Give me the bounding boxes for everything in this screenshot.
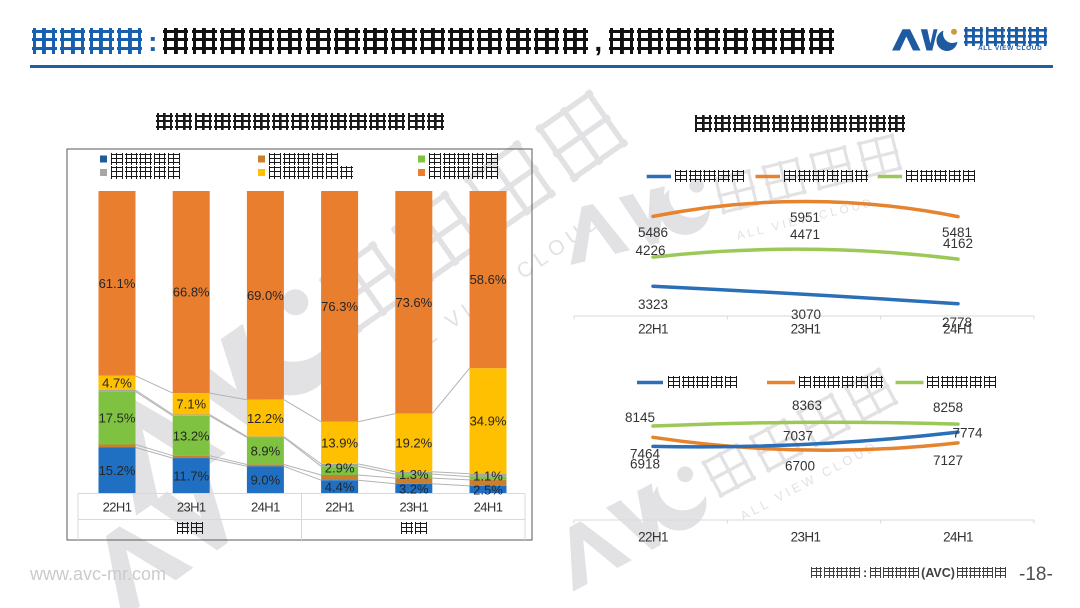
svg-text:6918: 6918 [630, 457, 660, 472]
svg-text:6700: 6700 [785, 459, 815, 474]
svg-text:8145: 8145 [625, 410, 655, 425]
svg-text:66.8%: 66.8% [173, 285, 210, 300]
svg-text:69.0%: 69.0% [247, 288, 284, 303]
svg-text:22H1: 22H1 [325, 500, 354, 515]
svg-text:www.avc-mr.com: www.avc-mr.com [29, 564, 166, 584]
svg-text:15.2%: 15.2% [99, 463, 136, 478]
svg-text:8.9%: 8.9% [251, 444, 281, 459]
svg-text:3.2%: 3.2% [399, 481, 429, 496]
svg-text:1.3%: 1.3% [399, 467, 429, 482]
svg-text:4471: 4471 [790, 227, 820, 242]
svg-text:3070: 3070 [791, 307, 821, 322]
svg-text:24H1: 24H1 [943, 530, 973, 545]
svg-text:24H1: 24H1 [251, 500, 280, 515]
svg-text:61.1%: 61.1% [99, 276, 136, 291]
svg-text:23H1: 23H1 [399, 500, 428, 515]
svg-text:8258: 8258 [933, 400, 963, 415]
svg-text:58.6%: 58.6% [470, 272, 507, 287]
svg-text:17.5%: 17.5% [99, 411, 136, 426]
svg-text:34.9%: 34.9% [470, 414, 507, 429]
svg-text:7037: 7037 [783, 429, 813, 444]
svg-text:1.1%: 1.1% [473, 469, 503, 484]
svg-text:23H1: 23H1 [177, 500, 206, 515]
svg-text:12.2%: 12.2% [247, 411, 284, 426]
svg-text:23H1: 23H1 [791, 530, 821, 545]
svg-text:11.7%: 11.7% [173, 468, 209, 483]
svg-text:76.3%: 76.3% [321, 299, 358, 314]
svg-text:24H1: 24H1 [474, 500, 503, 515]
svg-text:9.0%: 9.0% [251, 473, 281, 488]
svg-text:5486: 5486 [638, 225, 668, 240]
svg-text:7.1%: 7.1% [176, 396, 206, 411]
svg-text:4.7%: 4.7% [102, 376, 132, 391]
svg-text:7464: 7464 [630, 447, 661, 462]
svg-text:19.2%: 19.2% [395, 435, 432, 450]
svg-text:7127: 7127 [933, 453, 963, 468]
svg-text:13.9%: 13.9% [321, 435, 358, 450]
svg-text:-18-: -18- [1019, 564, 1053, 585]
svg-text:24H1: 24H1 [943, 322, 973, 337]
svg-text:73.6%: 73.6% [395, 295, 432, 310]
svg-text:2.9%: 2.9% [325, 461, 355, 476]
svg-text:4.4%: 4.4% [325, 479, 355, 494]
svg-text:5481: 5481 [942, 225, 972, 240]
svg-text:3323: 3323 [638, 297, 668, 312]
svg-text:7774: 7774 [952, 426, 983, 441]
svg-text:2.5%: 2.5% [473, 482, 503, 497]
svg-text:2778: 2778 [942, 315, 972, 330]
svg-text:13.2%: 13.2% [173, 428, 210, 443]
svg-text:4226: 4226 [635, 243, 665, 258]
svg-text:5951: 5951 [790, 210, 820, 225]
svg-text:22H1: 22H1 [638, 530, 668, 545]
svg-text:22H1: 22H1 [638, 322, 668, 337]
svg-text:8363: 8363 [792, 398, 822, 413]
svg-text:22H1: 22H1 [103, 500, 132, 515]
svg-text:23H1: 23H1 [791, 322, 821, 337]
svg-text:4162: 4162 [943, 236, 973, 251]
